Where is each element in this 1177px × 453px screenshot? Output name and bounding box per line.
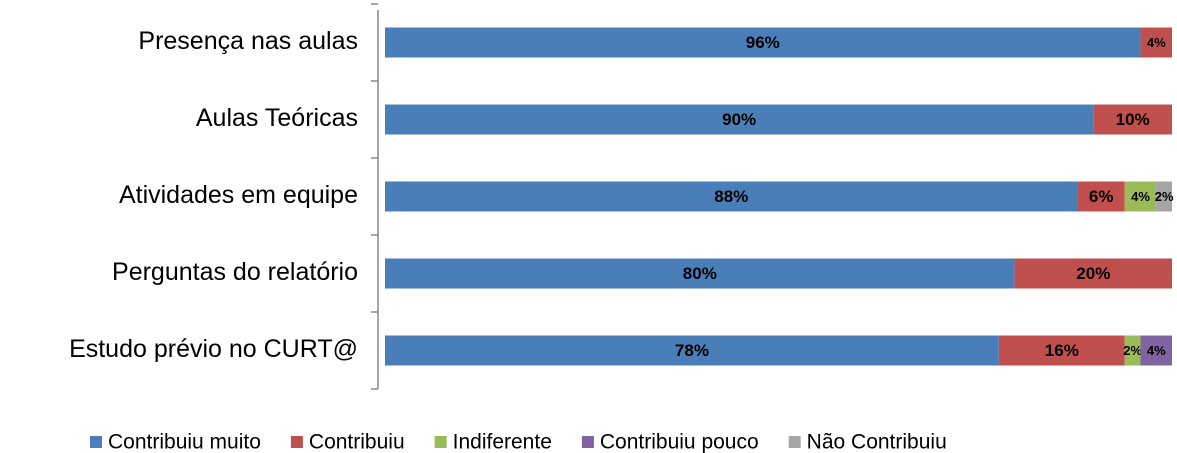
data-label: 16% (1045, 341, 1079, 360)
data-label: 96% (746, 33, 780, 52)
bar-segment (998, 335, 1125, 366)
bar-segment (385, 27, 1141, 58)
legend-label: Contribuiu pouco (600, 431, 759, 453)
bar-segment (1124, 181, 1157, 212)
legend-label: Contribuiu muito (108, 431, 261, 453)
data-label: 80% (683, 264, 717, 283)
legend-swatch (290, 436, 303, 448)
bar-segment (1093, 104, 1172, 135)
legend-swatch (90, 436, 102, 448)
bar-segment (1140, 335, 1172, 366)
category-label: Estudo prévio no CURT@ (69, 335, 358, 363)
legend-swatch (434, 436, 447, 448)
bar-segment (1140, 27, 1172, 58)
bar-segment (385, 335, 999, 366)
data-label: 20% (1076, 264, 1110, 283)
data-label: 4% (1147, 343, 1166, 358)
data-label: 6% (1089, 187, 1114, 206)
category-label: Perguntas do relatório (112, 258, 358, 286)
bar-segment (385, 104, 1094, 135)
data-label: 90% (722, 110, 756, 129)
legend-label: Indiferente (453, 431, 552, 453)
category-label: Atividades em equipe (119, 181, 358, 209)
category-label: Presença nas aulas (138, 27, 358, 55)
legend-label: Contribuiu (309, 431, 405, 453)
category-label: Aulas Teóricas (196, 104, 358, 132)
data-label: 88% (714, 187, 748, 206)
bar-segment (1014, 258, 1172, 289)
data-label: 2% (1155, 189, 1174, 204)
data-label: 4% (1147, 35, 1166, 50)
data-label: 2% (1123, 343, 1142, 358)
bar-segment (1124, 335, 1141, 366)
bar-segment (385, 181, 1078, 212)
bar-segment (1156, 181, 1172, 212)
legend-swatch (788, 436, 801, 448)
legend-label: Não Contribuiu (807, 431, 947, 453)
data-label: 10% (1116, 110, 1150, 129)
legend-swatch (581, 436, 594, 448)
data-label: 78% (675, 341, 709, 360)
bar-segment (1077, 181, 1125, 212)
data-label: 4% (1131, 189, 1150, 204)
bar-segment (385, 258, 1015, 289)
